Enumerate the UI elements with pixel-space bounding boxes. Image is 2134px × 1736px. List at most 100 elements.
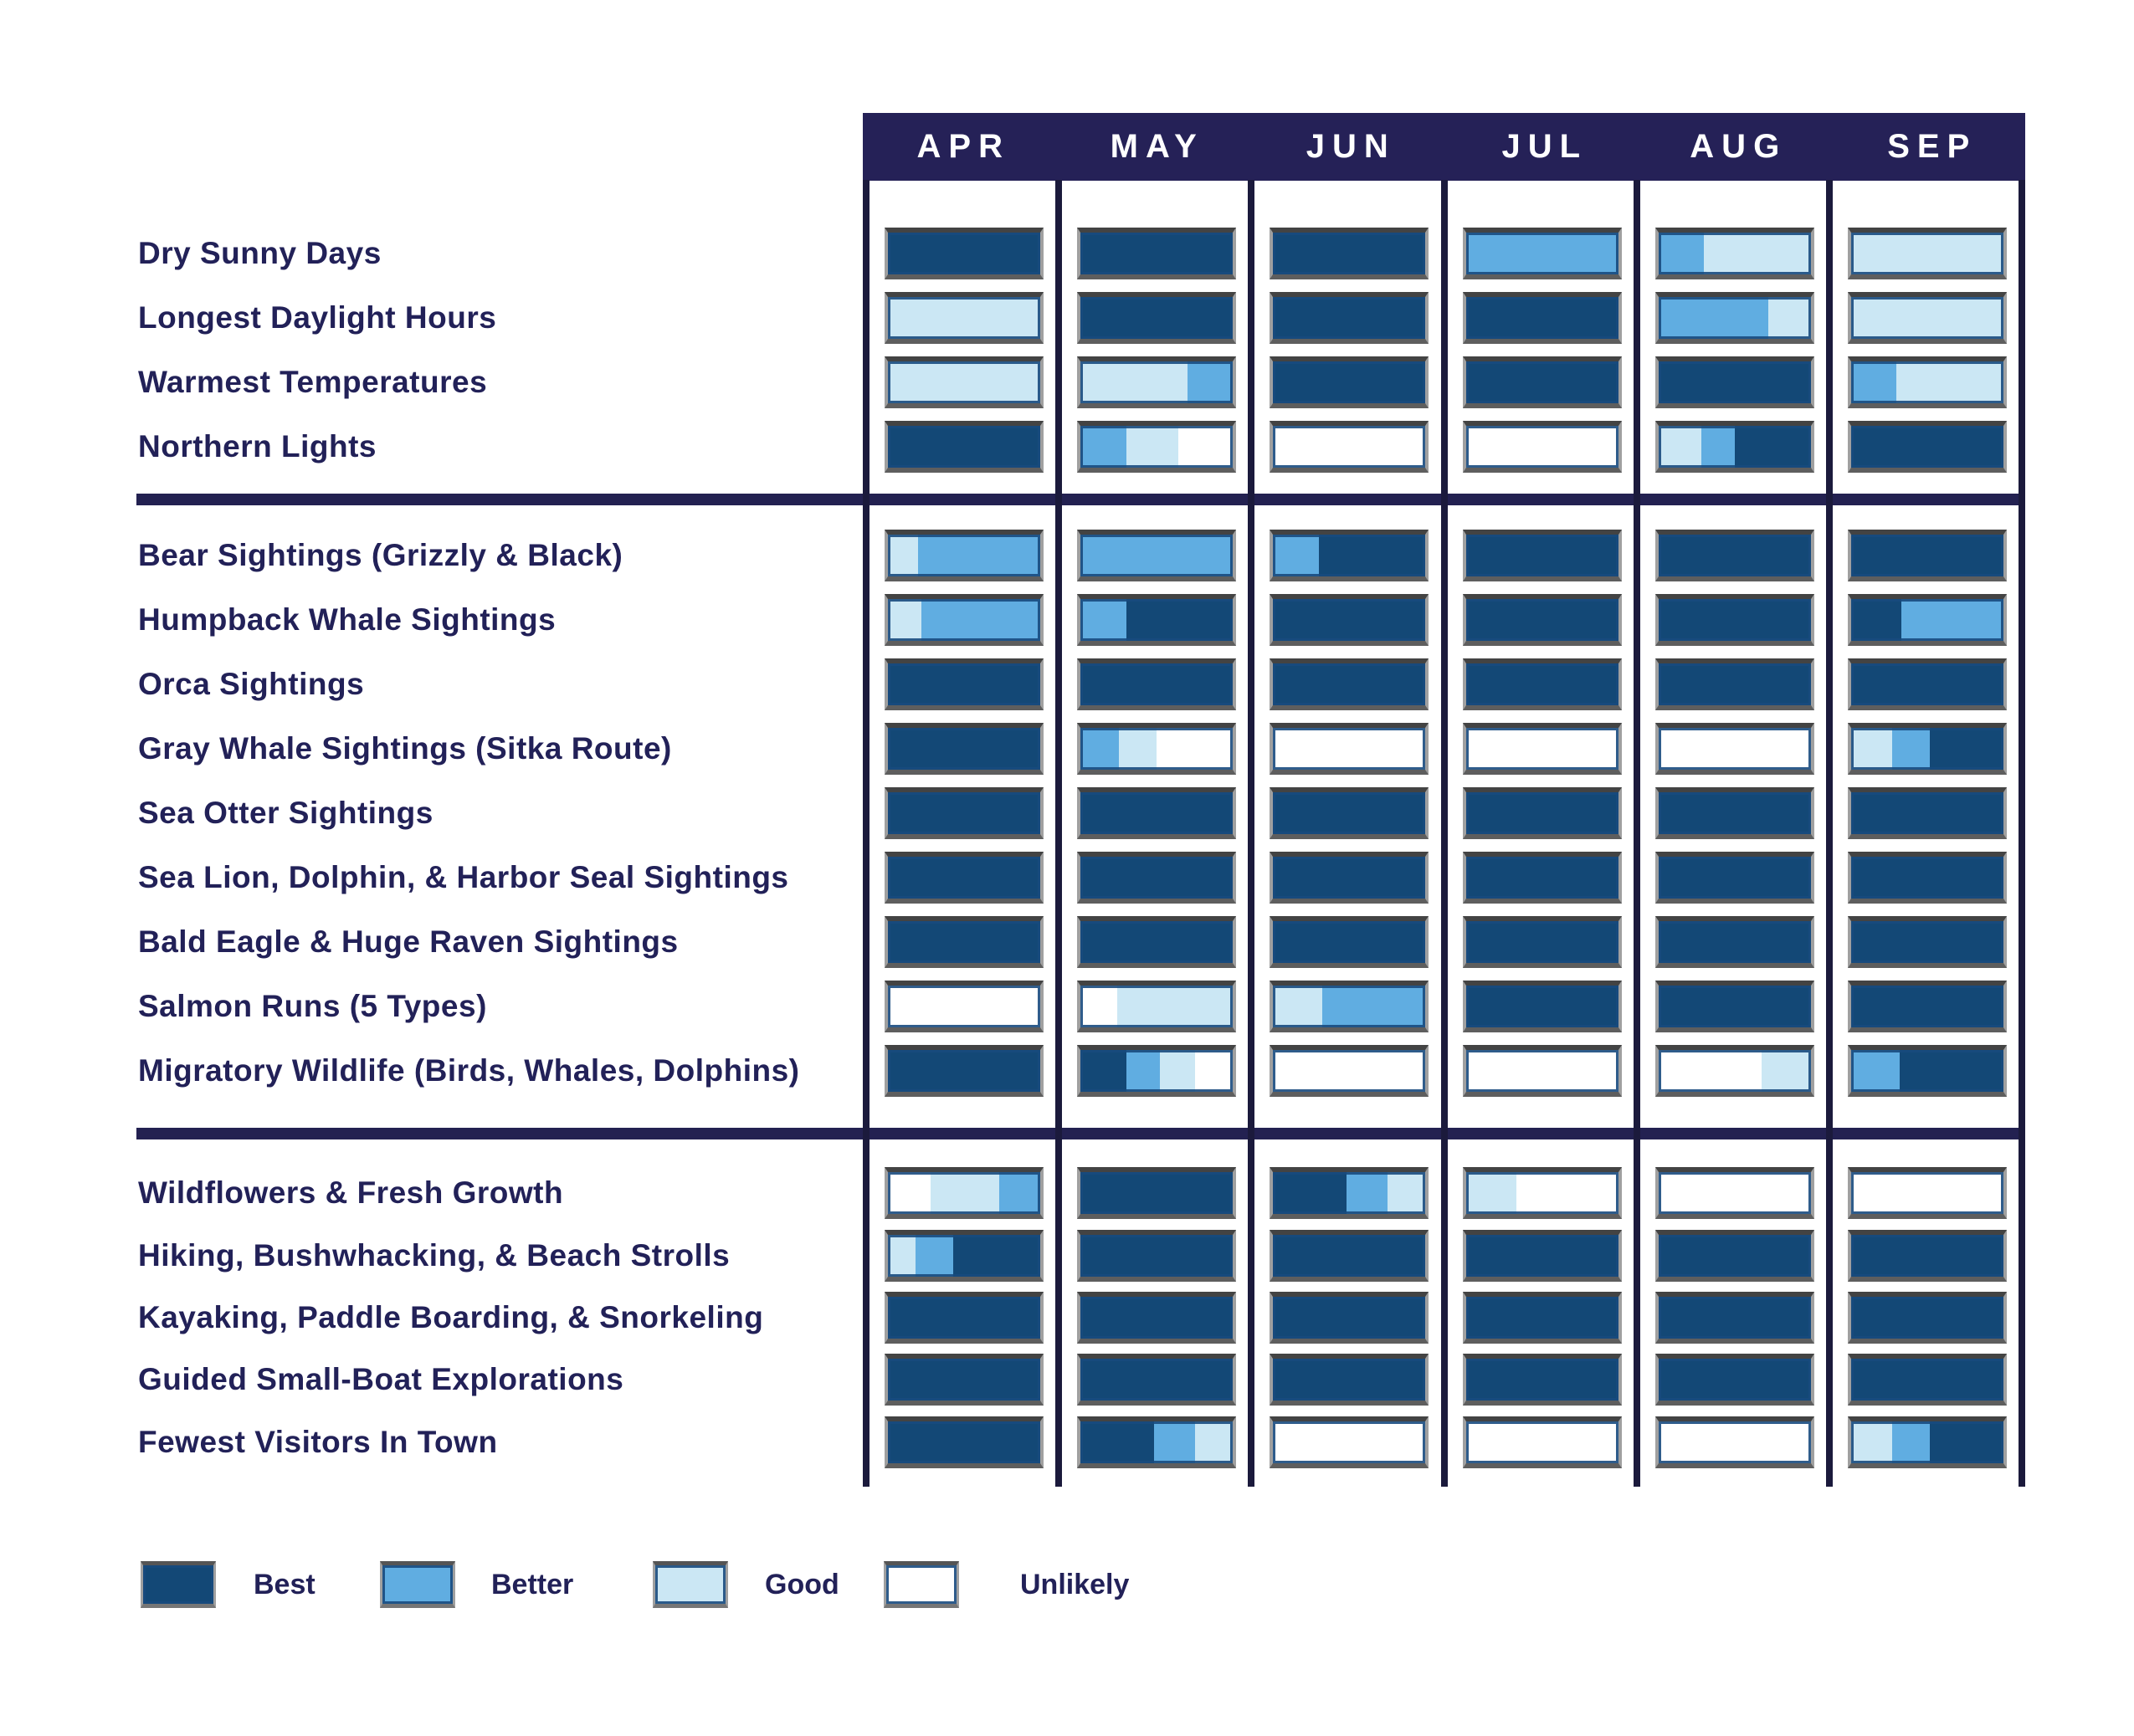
cell-may-row2-6 (1077, 852, 1237, 904)
cell-sep-row2-3 (1847, 658, 2007, 710)
cell-apr-row2-7 (885, 916, 1044, 968)
cell-segment-best (1273, 663, 1426, 705)
cell-segment-best (1465, 857, 1618, 899)
cell-may-row2-9 (1077, 1045, 1237, 1097)
cell-segment-unlikely (1273, 1050, 1426, 1092)
cell-segment-better (1701, 426, 1735, 468)
cell-apr-row3-3 (885, 1292, 1044, 1344)
cell-segment-better (1850, 361, 1897, 403)
cell-aug-row1-4 (1654, 421, 1814, 473)
cell-segment-best (1126, 599, 1234, 641)
row-label: Kayaking, Paddle Boarding, & Snorkeling (138, 1300, 764, 1334)
cell-segment-best (1658, 792, 1811, 834)
cell-sep-row2-8 (1847, 981, 2007, 1032)
cell-segment-best (1658, 663, 1811, 705)
cell-segment-best (1900, 1050, 2003, 1092)
cell-segment-best (1465, 1235, 1618, 1277)
cell-apr-row1-3 (885, 356, 1044, 408)
cell-jul-row2-2 (1462, 594, 1622, 646)
cell-segment-best (1658, 1297, 1811, 1339)
cell-segment-best (1465, 361, 1618, 403)
column-separator (2019, 180, 2026, 1487)
cell-segment-unlikely (1157, 728, 1234, 770)
row-label: Salmon Runs (5 Types) (138, 989, 487, 1023)
cell-segment-best (1080, 663, 1234, 705)
cell-segment-best (1080, 233, 1234, 274)
cell-segment-better (1153, 1421, 1195, 1463)
cell-segment-better (1187, 361, 1234, 403)
cell-sep-row1-4 (1847, 421, 2007, 473)
cell-segment-best (1080, 792, 1234, 834)
cell-segment-better (1321, 986, 1426, 1027)
cell-segment-best (1465, 663, 1618, 705)
cell-segment-best (1273, 599, 1426, 641)
cell-may-row3-4 (1077, 1354, 1237, 1406)
cell-jun-row3-1 (1270, 1167, 1429, 1219)
cell-jul-row3-1 (1462, 1167, 1622, 1219)
cell-aug-row2-5 (1654, 787, 1814, 839)
cell-sep-row2-9 (1847, 1045, 2007, 1097)
cell-aug-row1-3 (1654, 356, 1814, 408)
cell-jun-row1-3 (1270, 356, 1429, 408)
cell-segment-better (1080, 535, 1234, 576)
cell-segment-good (888, 361, 1040, 403)
legend-swatch-unlikely (884, 1561, 959, 1608)
row-label: Warmest Temperatures (138, 365, 488, 399)
cell-may-row2-5 (1077, 787, 1237, 839)
cell-sep-row2-4 (1847, 723, 2007, 775)
cell-segment-unlikely (1273, 1421, 1426, 1463)
cell-jun-row1-4 (1270, 421, 1429, 473)
cell-apr-row3-1 (885, 1167, 1044, 1219)
cell-jul-row2-1 (1462, 530, 1622, 581)
column-separator (863, 180, 870, 1487)
cell-segment-better (1891, 728, 1931, 770)
cell-may-row3-2 (1077, 1230, 1237, 1282)
cell-sep-row2-2 (1847, 594, 2007, 646)
row-label: Hiking, Bushwhacking, & Beach Strolls (138, 1238, 731, 1273)
cell-segment-better (921, 599, 1040, 641)
cell-sep-row3-1 (1847, 1167, 2007, 1219)
cell-segment-better (1658, 297, 1768, 339)
cell-may-row2-1 (1077, 530, 1237, 581)
row-label: Bald Eagle & Huge Raven Sightings (138, 924, 679, 959)
cell-may-row1-3 (1077, 356, 1237, 408)
cell-jun-row2-3 (1270, 658, 1429, 710)
month-header-may: MAY (1110, 128, 1204, 165)
cell-segment-better (1658, 233, 1705, 274)
row-label: Northern Lights (138, 429, 377, 463)
month-header-jun: JUN (1306, 128, 1396, 165)
row-label: Dry Sunny Days (138, 236, 382, 270)
cell-jul-row2-3 (1462, 658, 1622, 710)
cell-segment-best (1465, 599, 1618, 641)
cell-segment-better (1273, 535, 1319, 576)
cell-sep-row3-3 (1847, 1292, 2007, 1344)
cell-segment-best (888, 792, 1040, 834)
cell-sep-row2-1 (1847, 530, 2007, 581)
cell-segment-better (918, 535, 1040, 576)
cell-may-row3-5 (1077, 1416, 1237, 1468)
cell-segment-better (1126, 1050, 1160, 1092)
cell-may-row1-1 (1077, 228, 1237, 279)
cell-segment-best (1080, 1050, 1126, 1092)
cell-sep-row1-3 (1847, 356, 2007, 408)
column-separator (1248, 180, 1255, 1487)
legend-swatch-good (653, 1561, 728, 1608)
cell-sep-row2-5 (1847, 787, 2007, 839)
cell-segment-best (888, 1050, 1040, 1092)
cell-may-row2-8 (1077, 981, 1237, 1032)
cell-may-row3-3 (1077, 1292, 1237, 1344)
cell-segment-best (1465, 986, 1618, 1027)
cell-segment-better (998, 1172, 1040, 1214)
cell-segment-best (1273, 921, 1426, 963)
cell-jul-row1-1 (1462, 228, 1622, 279)
cell-segment-unlikely (1850, 1172, 2003, 1214)
cell-jun-row2-4 (1270, 723, 1429, 775)
cell-segment-best (1080, 1421, 1154, 1463)
cell-jul-row3-3 (1462, 1292, 1622, 1344)
cell-segment-best (1850, 663, 2003, 705)
cell-apr-row2-4 (885, 723, 1044, 775)
cell-sep-row3-4 (1847, 1354, 2007, 1406)
cell-segment-good (1387, 1172, 1426, 1214)
cell-jun-row2-9 (1270, 1045, 1429, 1097)
cell-apr-row3-5 (885, 1416, 1044, 1468)
